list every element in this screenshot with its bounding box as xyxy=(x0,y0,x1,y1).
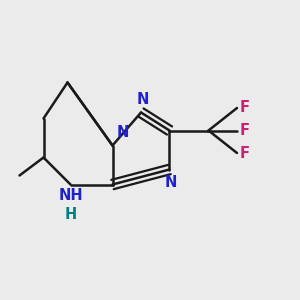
Text: NH: NH xyxy=(58,188,83,202)
Text: N: N xyxy=(165,175,177,190)
Text: F: F xyxy=(240,123,250,138)
Text: N: N xyxy=(117,125,129,140)
Text: N: N xyxy=(136,92,149,107)
Text: F: F xyxy=(240,146,250,160)
Text: F: F xyxy=(240,100,250,116)
Text: H: H xyxy=(64,207,76,222)
